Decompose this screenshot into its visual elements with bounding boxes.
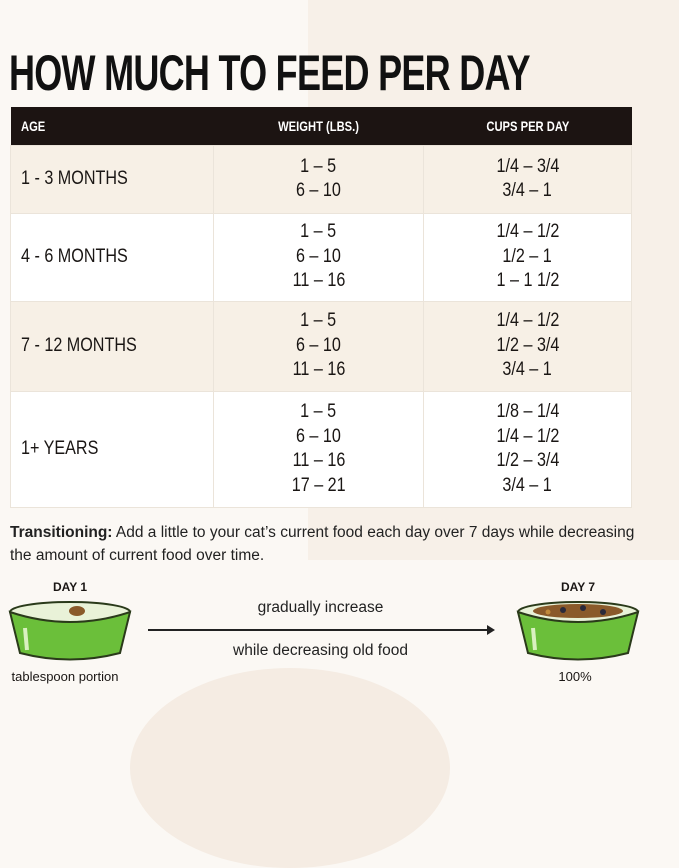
page-title: HOW MUCH TO FEED PER DAY bbox=[9, 45, 530, 101]
cups-value: 3/4 – 1 bbox=[502, 180, 553, 201]
transition-text: Add a little to your cat’s current food … bbox=[10, 524, 635, 564]
day7-caption: 100% bbox=[558, 669, 592, 684]
weight-value: 6 – 10 bbox=[296, 425, 341, 447]
cups-value: 3/4 – 1 bbox=[502, 359, 553, 381]
day1-caption: tablespoon portion bbox=[11, 669, 119, 684]
weight-value: 1 – 5 bbox=[300, 221, 337, 243]
cups-value: 1/8 – 1/4 bbox=[496, 401, 559, 422]
table-row: 1+ YEARS 1 – 5 6 – 10 11 – 16 17 – 21 1/8 – 1… bbox=[10, 390, 632, 508]
weight-value: 6 – 10 bbox=[296, 180, 341, 201]
feeding-table: AGE WEIGHT (LBS.) CUPS PER DAY 1 - 3 MON… bbox=[10, 107, 632, 508]
background-shape bbox=[130, 668, 450, 868]
age-cell: 4 - 6 MONTHS bbox=[10, 212, 214, 302]
cups-value: 1/2 – 3/4 bbox=[496, 450, 559, 471]
header-weight: WEIGHT (LBS.) bbox=[213, 107, 424, 145]
day1-label: DAY 1 bbox=[52, 580, 88, 594]
cups-value: 1/2 – 1 bbox=[502, 245, 553, 267]
weight-value: 6 – 10 bbox=[296, 334, 341, 356]
cups-value: 3/4 – 1 bbox=[502, 474, 553, 496]
weight-value: 1 – 5 bbox=[300, 401, 337, 422]
weight-value: 11 – 16 bbox=[292, 359, 345, 381]
weight-value: 1 – 5 bbox=[300, 310, 337, 332]
cups-value: 1/4 – 1/2 bbox=[496, 310, 559, 332]
weight-value: 17 – 21 bbox=[291, 474, 346, 496]
weight-value: 11 – 16 bbox=[292, 450, 345, 471]
table-row: 1 - 3 MONTHS 1 – 5 6 – 10 1/4 – 3/4 3/4 – 1 bbox=[10, 144, 632, 214]
decrease-text: while decreasing old food bbox=[233, 642, 408, 659]
transition-label: Transitioning: bbox=[10, 524, 113, 541]
weight-value: 6 – 10 bbox=[296, 245, 341, 267]
bowl-small-portion-icon bbox=[8, 601, 132, 661]
age-cell: 1 - 3 MONTHS bbox=[10, 144, 214, 214]
increase-text: gradually increase bbox=[257, 599, 384, 616]
weight-cell: 1 – 5 6 – 10 11 – 16 17 – 21 bbox=[213, 390, 424, 508]
cups-value: 1/4 – 1/2 bbox=[496, 425, 559, 447]
day7-label: DAY 7 bbox=[560, 580, 596, 594]
cups-cell: 1/8 – 1/4 1/4 – 1/2 1/2 – 3/4 3/4 – 1 bbox=[423, 390, 632, 508]
cups-cell: 1/4 – 3/4 3/4 – 1 bbox=[423, 144, 632, 214]
cups-value: 1 – 1 1/2 bbox=[496, 270, 559, 292]
cups-cell: 1/4 – 1/2 1/2 – 1 1 – 1 1/2 bbox=[423, 212, 632, 302]
arrow-right-icon bbox=[148, 625, 495, 635]
weight-value: 11 – 16 bbox=[292, 270, 345, 292]
cups-value: 1/2 – 3/4 bbox=[496, 334, 559, 356]
weight-cell: 1 – 5 6 – 10 bbox=[213, 144, 424, 214]
cups-value: 1/4 – 1/2 bbox=[496, 221, 559, 243]
bowl-full-portion-icon bbox=[516, 601, 640, 661]
age-cell: 1+ YEARS bbox=[10, 390, 214, 508]
weight-value: 1 – 5 bbox=[300, 155, 337, 177]
table-header: AGE WEIGHT (LBS.) CUPS PER DAY bbox=[10, 107, 632, 145]
cups-value: 1/4 – 3/4 bbox=[496, 155, 559, 177]
header-cups: CUPS PER DAY bbox=[423, 107, 632, 145]
cups-cell: 1/4 – 1/2 1/2 – 3/4 3/4 – 1 bbox=[423, 300, 632, 392]
age-cell: 7 - 12 MONTHS bbox=[10, 300, 214, 392]
transition-note: Transitioning: Add a little to your cat’… bbox=[10, 521, 650, 567]
header-age: AGE bbox=[10, 107, 214, 145]
